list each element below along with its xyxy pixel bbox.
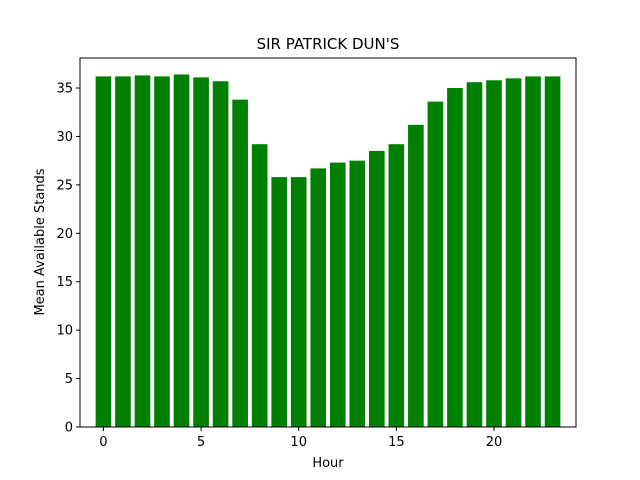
y-tick-label: 15 (56, 275, 73, 290)
bar-hour-23 (544, 76, 561, 427)
bar-hour-15 (388, 144, 405, 428)
x-tick-label: 15 (388, 435, 405, 450)
bar-hour-3 (154, 76, 170, 427)
y-tick-label: 25 (56, 178, 73, 193)
chart-title: SIR PATRICK DUN'S (257, 35, 400, 53)
x-axis-ticks: 0 5 10 15 20 (99, 427, 502, 450)
bar-hour-18 (447, 88, 463, 427)
y-axis-ticks: 0 5 10 15 20 25 30 35 (56, 82, 80, 436)
x-tick-label: 20 (486, 435, 503, 450)
bar-hour-19 (466, 82, 483, 428)
y-tick-label: 30 (56, 130, 73, 145)
bar-hour-20 (486, 80, 502, 428)
bar-hour-6 (212, 81, 229, 428)
bars-group (95, 74, 561, 428)
bar-hour-10 (290, 177, 307, 427)
bar-hour-2 (134, 75, 151, 427)
bar-hour-17 (427, 101, 444, 428)
bar-hour-13 (349, 160, 366, 427)
bar-hour-22 (525, 76, 541, 427)
bar-hour-12 (329, 162, 346, 427)
bar-hour-16 (408, 124, 424, 427)
x-tick-label: 0 (99, 435, 107, 450)
bar-hour-21 (505, 78, 522, 427)
y-tick-label: 0 (65, 421, 73, 436)
bar-hour-8 (251, 144, 268, 428)
x-tick-label: 10 (290, 435, 307, 450)
bar-hour-7 (232, 99, 248, 428)
y-tick-label: 5 (65, 372, 73, 387)
x-axis-label: Hour (312, 456, 344, 471)
bar-hour-5 (193, 77, 209, 427)
y-tick-label: 20 (56, 227, 73, 242)
y-axis-label: Mean Available Stands (33, 168, 48, 315)
y-tick-label: 35 (56, 82, 73, 97)
bar-hour-9 (271, 177, 287, 427)
bar-hour-1 (115, 76, 131, 427)
bar-hour-14 (369, 150, 385, 427)
y-tick-label: 10 (56, 324, 73, 339)
plot-frame (79, 57, 577, 428)
bar-hour-0 (95, 76, 112, 427)
bar-hour-4 (173, 74, 190, 427)
x-tick-label: 5 (197, 435, 205, 450)
bar-hour-11 (310, 168, 327, 427)
